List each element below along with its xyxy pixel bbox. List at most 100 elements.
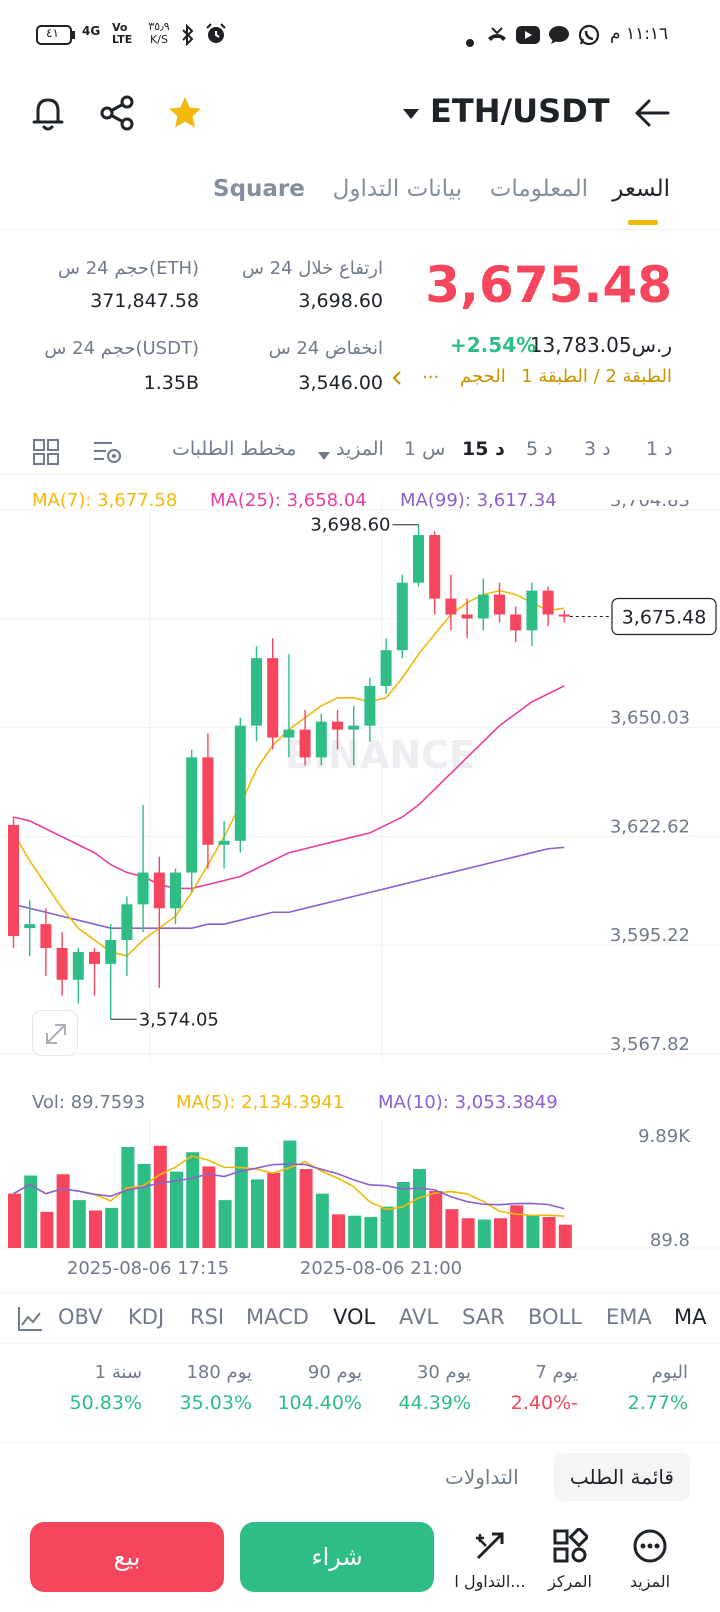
tag-volume[interactable]: الحجم	[460, 366, 506, 387]
volume-bar	[542, 1216, 556, 1248]
indicator-vol[interactable]: VOL	[333, 1305, 376, 1329]
candle	[429, 535, 441, 599]
tab-order-book[interactable]: قائمة الطلب	[553, 1453, 690, 1501]
vol-usdt-value: 1.35B	[143, 372, 199, 394]
indicator-sar[interactable]: SAR	[462, 1305, 505, 1329]
arrow-left-icon[interactable]	[634, 98, 670, 132]
indicator-avl[interactable]: AVL	[399, 1305, 439, 1329]
share-icon[interactable]	[98, 94, 136, 136]
volume-bar	[429, 1191, 443, 1248]
chevron-left-icon[interactable]	[392, 370, 402, 390]
indicator-kdj[interactable]: KDJ	[128, 1305, 165, 1329]
more-nav[interactable]: المزيد	[610, 1528, 690, 1591]
interval-15m[interactable]: 15 د	[462, 438, 505, 460]
indicator-ema[interactable]: EMA	[606, 1305, 652, 1329]
volume-bar	[234, 1147, 248, 1248]
tag-layer1[interactable]: الطبقة 1	[521, 366, 588, 387]
watermark: BINANCE	[285, 733, 475, 777]
interval-5m[interactable]: 5 د	[526, 438, 553, 460]
candle	[251, 658, 262, 726]
grid-layout-icon[interactable]	[32, 438, 60, 470]
indicator-rsi[interactable]: RSI	[190, 1305, 225, 1329]
ma7-legend: MA(7): 3,677.58	[32, 490, 178, 511]
volume-bar	[283, 1140, 297, 1248]
interval-1h[interactable]: 1 س	[404, 438, 446, 460]
volume-bar	[40, 1211, 54, 1248]
price-chart[interactable]: BINANCE 3,704.833,677.433,650.033,622.62…	[0, 500, 720, 1090]
dot-icon	[466, 32, 474, 51]
tag-row[interactable]: الطبقة 2 / الطبقة 1	[521, 366, 672, 387]
interval-1m[interactable]: 1 د	[646, 438, 673, 460]
candle	[283, 729, 295, 738]
perf-30d-value: 44.39%	[398, 1392, 471, 1414]
pair-title[interactable]: ETH/USDT	[430, 92, 610, 130]
candle	[72, 951, 84, 980]
y-tick-label: 3,650.03	[610, 708, 690, 729]
star-icon[interactable]	[166, 94, 204, 136]
position-nav[interactable]: المركز	[530, 1526, 610, 1591]
vol-ma5-line	[13, 1155, 565, 1217]
last-price: 3,675.48	[425, 256, 672, 314]
tab-trades[interactable]: التداولات	[445, 1465, 519, 1489]
chevron-down-icon[interactable]	[402, 106, 420, 125]
candle	[348, 725, 360, 730]
perf-30d-label: 30 يوم	[416, 1362, 471, 1383]
tag-layer2[interactable]: الطبقة 2	[605, 366, 672, 387]
candle	[24, 924, 36, 929]
fullscreen-icon[interactable]	[32, 1010, 78, 1056]
interval-more[interactable]: المزيد	[336, 438, 384, 460]
x-tick-label: 2025-08-06 21:00	[300, 1258, 462, 1279]
candle	[170, 872, 181, 909]
perf-180d-value: 35.03%	[179, 1392, 252, 1414]
volume-chart[interactable]: 9.89K 89.8 2025-08-06 17:15 2025-08-06 21:0…	[0, 1120, 720, 1280]
candle	[364, 685, 376, 726]
perf-7d-value: 2.40%-	[510, 1392, 578, 1414]
vol-tick-max: 9.89K	[638, 1126, 691, 1147]
candle	[332, 721, 343, 730]
volume-bar	[315, 1193, 329, 1248]
indicator-chart-icon[interactable]	[16, 1305, 44, 1337]
candle	[8, 824, 19, 937]
grid-shapes-icon	[553, 1526, 590, 1563]
tab-square[interactable]: Square	[213, 176, 305, 202]
youtube-icon	[516, 26, 540, 48]
depth-chart-tab[interactable]: مخطط الطلبات	[172, 438, 297, 460]
tab-price[interactable]: السعر	[612, 176, 670, 202]
vol-usdt-label: حجم 24 س(USDT)	[44, 338, 199, 359]
tab-active-indicator	[628, 220, 658, 225]
interval-3m[interactable]: 3 د	[584, 438, 611, 460]
bell-icon[interactable]	[30, 94, 66, 136]
sell-button[interactable]: بيع	[30, 1522, 224, 1592]
volume-bar	[348, 1215, 362, 1248]
indicator-ma[interactable]: MA	[674, 1305, 707, 1329]
perf-7d-label: 7 يوم	[535, 1362, 578, 1383]
volume-bar	[72, 1200, 86, 1248]
indicator-macd[interactable]: MACD	[246, 1305, 309, 1329]
book-tabs: قائمة الطلب التداولات	[0, 1442, 720, 1501]
volume-bar	[137, 1163, 151, 1248]
tab-info[interactable]: المعلومات	[489, 176, 588, 202]
whatsapp-icon	[578, 24, 600, 50]
high-marker-label: 3,698.60	[310, 515, 390, 536]
volume-bar	[170, 1171, 183, 1248]
net-speed-unit: K/S	[150, 33, 168, 46]
vol-tick-min: 89.8	[650, 1230, 690, 1251]
bluetooth-icon	[180, 23, 196, 50]
indicator-boll[interactable]: BOLL	[528, 1305, 582, 1329]
status-bar: ٤١ 4G Vo LTE ٣٥٫٩ K/S ١١:١٦ م	[0, 0, 720, 72]
volte-indicator: Vo LTE	[112, 21, 133, 46]
y-tick-label: 3,622.62	[610, 816, 690, 837]
high-24h-label: ارتفاع خلال 24 س	[241, 258, 383, 279]
volume-bar	[413, 1169, 426, 1248]
buy-button[interactable]: شراء	[240, 1522, 434, 1592]
indicator-obv[interactable]: OBV	[58, 1305, 103, 1329]
candle	[186, 757, 198, 873]
chart-settings-icon[interactable]	[92, 438, 124, 470]
trade-nav[interactable]: التداول ا...	[450, 1528, 530, 1591]
caret-down-icon[interactable]	[318, 446, 330, 465]
low-24h-value: 3,546.00	[298, 372, 383, 394]
tag-more[interactable]: ...	[422, 362, 440, 383]
vol-ma5-legend: MA(5): 2,134.3941	[176, 1092, 345, 1113]
tab-trading-data[interactable]: بيانات التداول	[332, 176, 462, 202]
volume-bar	[186, 1152, 200, 1248]
